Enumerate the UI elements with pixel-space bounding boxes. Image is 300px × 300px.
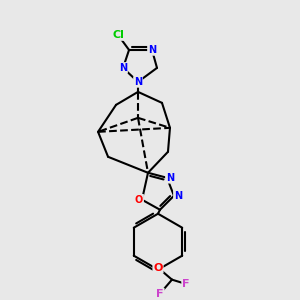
Text: N: N <box>148 45 156 55</box>
Text: O: O <box>153 263 163 273</box>
Text: Cl: Cl <box>112 30 124 40</box>
Text: N: N <box>134 77 142 87</box>
Text: N: N <box>174 191 182 201</box>
Text: N: N <box>119 63 127 73</box>
Text: F: F <box>156 289 164 298</box>
Text: O: O <box>135 195 143 205</box>
Text: N: N <box>166 173 174 183</box>
Text: F: F <box>182 279 190 289</box>
